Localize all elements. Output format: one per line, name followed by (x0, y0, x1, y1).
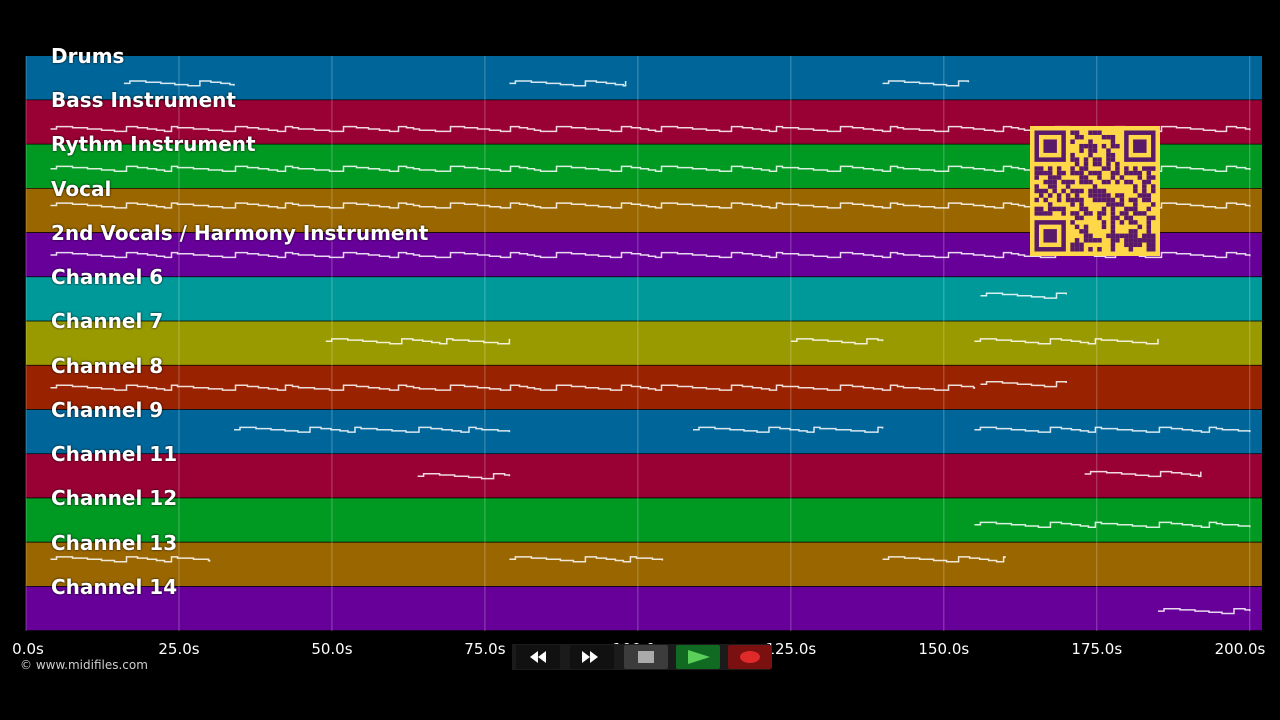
record-button[interactable] (728, 645, 772, 669)
time-tick-label: 125.0s (765, 640, 817, 658)
note-trace (882, 80, 970, 87)
note-trace (980, 381, 1067, 388)
track-label: Channel 8 (51, 353, 164, 378)
track-label: Channel 6 (51, 265, 164, 290)
note-trace (509, 556, 664, 563)
time-tick-label: 0.0s (12, 640, 44, 658)
track-label: Drums (51, 44, 125, 68)
time-tick-label: 50.0s (311, 640, 353, 658)
note-trace (234, 426, 511, 433)
note-trace (980, 292, 1067, 299)
track-row (26, 586, 1262, 631)
note-trace (1158, 607, 1251, 615)
track-label: Channel 14 (51, 574, 178, 599)
stop-icon (638, 651, 654, 663)
note-trace (1084, 470, 1202, 478)
track-label: Bass Instrument (51, 88, 236, 113)
track-label: Channel 11 (51, 442, 178, 467)
track-row (26, 321, 1262, 366)
track-label: Rythm Instrument (51, 132, 256, 157)
record-icon (740, 651, 760, 663)
copyright-text: © www.midifiles.com (20, 658, 148, 672)
time-tick-label: 175.0s (1071, 640, 1123, 658)
time-tick-label: 75.0s (464, 640, 506, 658)
track-row (26, 498, 1262, 543)
note-trace (417, 473, 511, 480)
note-trace (974, 521, 1251, 528)
track-row (26, 542, 1262, 587)
time-tick-label: 25.0s (158, 640, 200, 658)
track-label: 2nd Vocals / Harmony Instrument (51, 220, 429, 245)
track-row (26, 409, 1262, 455)
note-trace (882, 556, 1006, 563)
track-label: Channel 13 (51, 530, 178, 555)
note-trace (325, 338, 511, 345)
play-button[interactable] (676, 645, 720, 669)
note-trace (509, 80, 627, 87)
fast-forward-button[interactable] (570, 645, 614, 669)
note-trace (790, 338, 884, 345)
rewind-icon (530, 651, 546, 663)
note-trace (123, 80, 235, 87)
fast-forward-icon (582, 651, 598, 663)
note-trace (974, 426, 1251, 433)
rewind-button[interactable] (516, 645, 560, 669)
note-trace (50, 384, 976, 391)
track-row (26, 56, 1262, 101)
time-tick-label: 200.0s (1214, 640, 1266, 658)
stop-button[interactable] (624, 645, 668, 669)
time-tick-label: 150.0s (918, 640, 970, 658)
play-icon (688, 650, 710, 664)
note-trace (693, 426, 884, 433)
track-label: Channel 7 (51, 309, 164, 334)
track-row (26, 454, 1262, 499)
track-label: Channel 12 (51, 486, 178, 511)
note-trace (50, 556, 211, 563)
track-label: Vocal (51, 176, 112, 201)
transport-controls (512, 644, 772, 670)
note-trace (974, 338, 1159, 345)
track-row (26, 277, 1262, 322)
track-label: Channel 9 (51, 397, 164, 422)
qr-code-icon (1030, 126, 1160, 256)
